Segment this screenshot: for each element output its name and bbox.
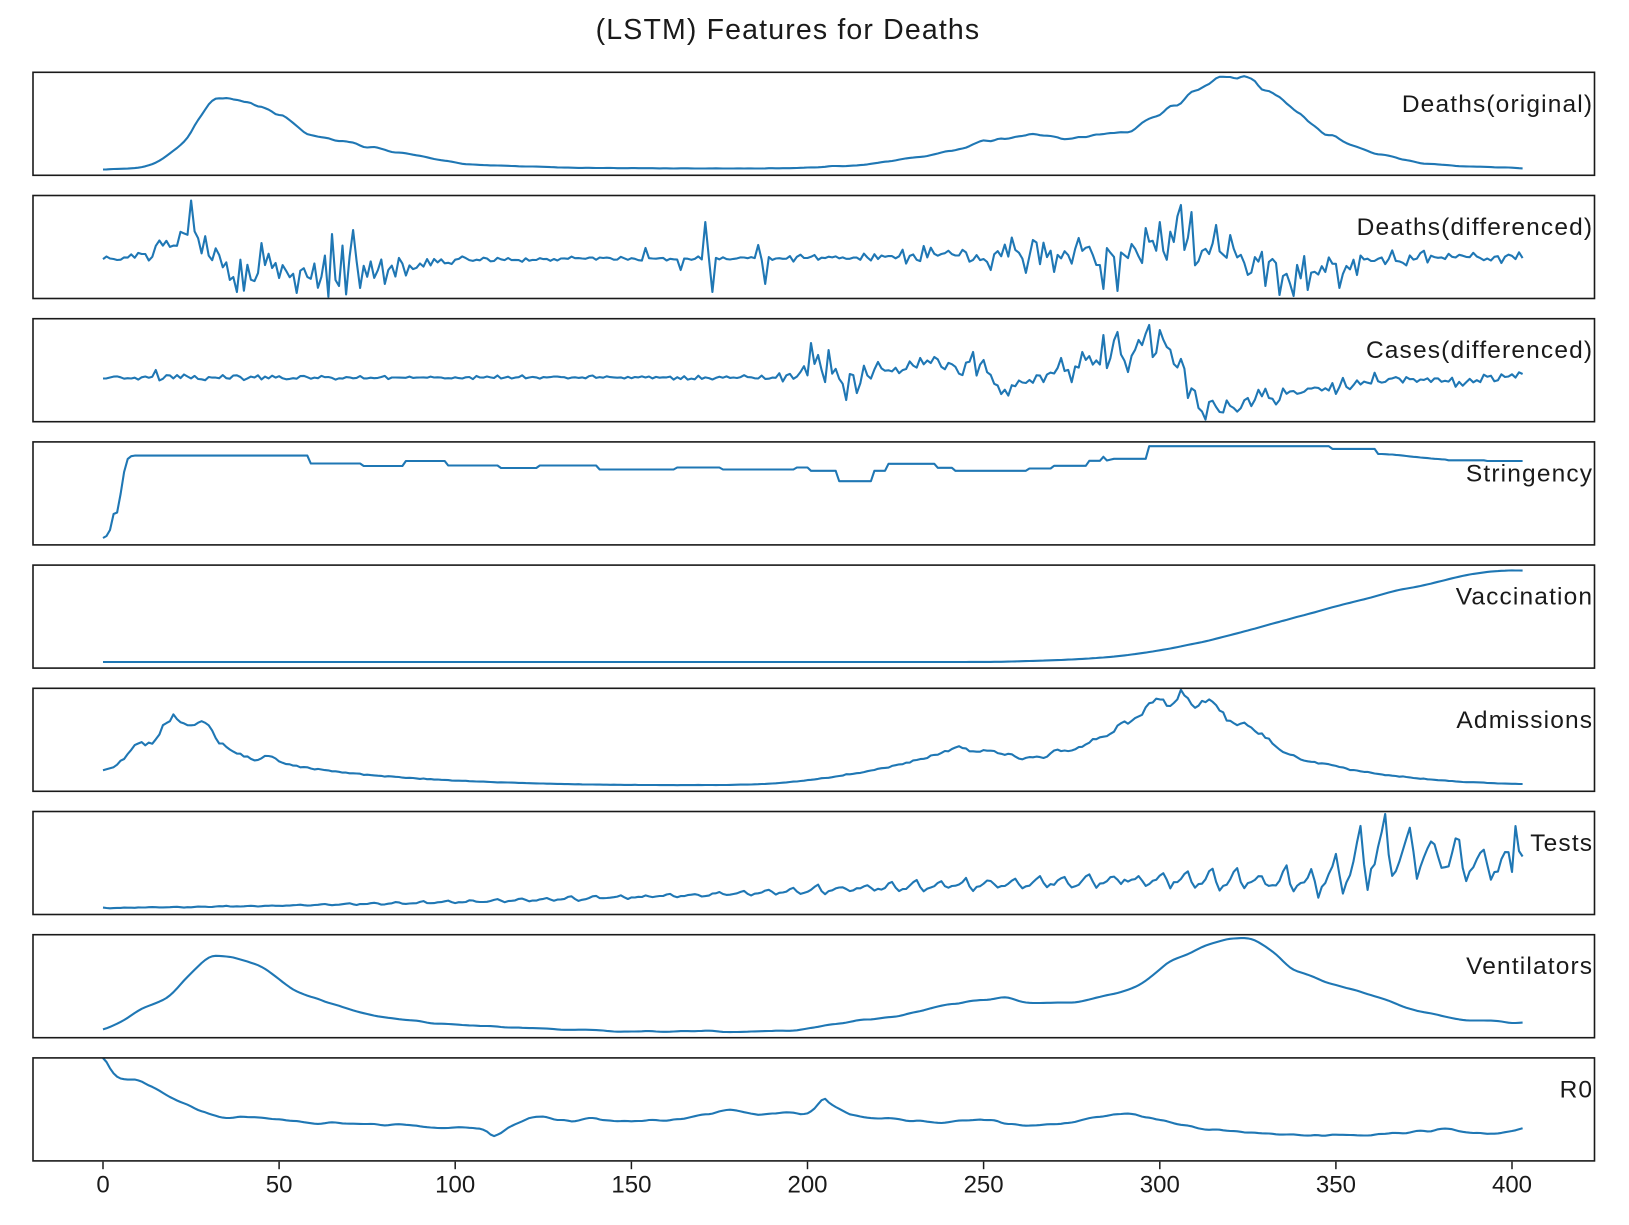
- svg-text:50: 50: [266, 1172, 293, 1199]
- svg-text:150: 150: [611, 1172, 651, 1199]
- svg-text:400: 400: [1492, 1172, 1532, 1199]
- svg-text:R0: R0: [1560, 1076, 1594, 1103]
- svg-text:Stringency: Stringency: [1466, 460, 1593, 487]
- svg-text:Ventilators: Ventilators: [1466, 953, 1593, 980]
- svg-text:300: 300: [1140, 1172, 1180, 1199]
- svg-text:Tests: Tests: [1530, 830, 1593, 857]
- svg-text:Deaths(differenced): Deaths(differenced): [1357, 214, 1594, 241]
- svg-text:250: 250: [964, 1172, 1004, 1199]
- svg-text:Vaccination: Vaccination: [1456, 584, 1594, 611]
- svg-text:100: 100: [435, 1172, 475, 1199]
- svg-text:350: 350: [1316, 1172, 1356, 1199]
- svg-text:0: 0: [96, 1172, 109, 1199]
- svg-text:Admissions: Admissions: [1456, 707, 1593, 734]
- svg-text:(LSTM) Features for Deaths: (LSTM) Features for Deaths: [596, 14, 981, 46]
- svg-text:200: 200: [787, 1172, 827, 1199]
- svg-text:Cases(differenced): Cases(differenced): [1366, 337, 1593, 364]
- svg-text:Deaths(original): Deaths(original): [1402, 91, 1593, 118]
